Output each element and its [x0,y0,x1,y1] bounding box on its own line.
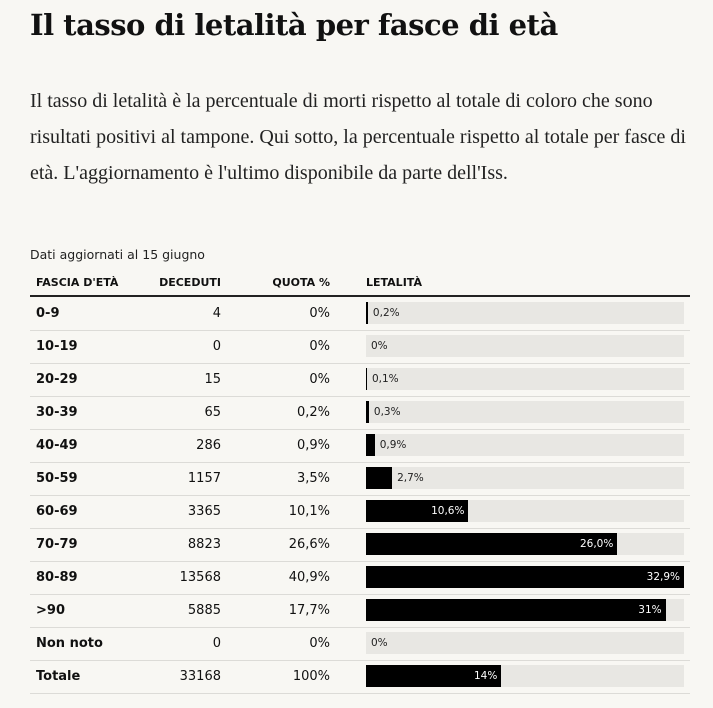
bar-label: 0,1% [371,373,399,385]
table-cell: 10-19 [36,339,78,354]
bar [366,500,469,522]
bar-track: 14% [366,665,684,687]
table-cell: 0% [309,372,330,387]
table-cell: 3365 [187,504,221,519]
row-separator [30,396,690,397]
table-cell: 5885 [187,603,221,618]
table-cell: 0% [309,339,330,354]
bar [366,401,369,423]
table-cell: 0% [309,306,330,321]
bar-label: 0,9% [379,439,407,451]
bar [366,368,367,390]
bar [366,665,502,687]
row-separator [30,561,690,562]
row-separator [30,363,690,364]
table-cell: 65 [204,405,221,420]
table-cell: 30-39 [36,405,78,420]
bar-track: 10,6% [366,500,684,522]
bar-track: 26,0% [366,533,684,555]
table-cell: 40-49 [36,438,78,453]
bar-label: 14% [473,670,498,682]
column-header: FASCIA D'ETÀ [36,276,119,289]
bar-label: 0,2% [372,307,400,319]
table-cell: >90 [36,603,65,618]
table-cell: 0-9 [36,306,60,321]
table-cell: 40,9% [288,570,330,585]
table-cell: 100% [292,669,330,684]
table-cell: 50-59 [36,471,78,486]
row-separator [30,330,690,331]
row-separator [30,660,690,661]
bar [366,467,393,489]
table-cell: 286 [196,438,221,453]
table-cell: 0,2% [296,405,330,420]
table-cell: 60-69 [36,504,78,519]
bar-label: 2,7% [397,472,424,484]
table-cell: 8823 [187,537,221,552]
bar-track: 0% [366,335,684,357]
bar-track: 2,7% [366,467,684,489]
table-cell: 20-29 [36,372,78,387]
bar-track: 0,2% [366,302,684,324]
table-cell: 0,9% [296,438,330,453]
row-separator [30,627,690,628]
bar-label: 0,3% [373,406,401,418]
bar [366,566,684,588]
bar-label: 32,9% [646,571,680,583]
table-cell: Totale [36,669,81,684]
bar-track: 0% [366,632,684,654]
title: Il tasso di letalità per fasce di età [30,8,558,42]
bar [366,302,368,324]
bar [366,533,618,555]
column-header: LETALITÀ [366,276,422,289]
bar-track: 0,3% [366,401,684,423]
table-cell: 0% [309,636,330,651]
table-cell: 33168 [179,669,221,684]
table-cell: 15 [204,372,221,387]
bar-label: 0% [371,637,388,649]
row-separator [30,462,690,463]
bar-label: 31% [638,604,662,616]
table-cell: 26,6% [288,537,330,552]
table-cell: 0 [212,636,221,651]
table-cell: 1157 [187,471,221,486]
table-cell: 80-89 [36,570,78,585]
column-header: QUOTA % [272,276,330,289]
table-cell: 4 [212,306,221,321]
row-separator [30,495,690,496]
table-cell: 10,1% [288,504,330,519]
table-cell: 3,5% [296,471,330,486]
row-separator [30,693,690,694]
note: Dati aggiornati al 15 giugno [30,247,205,262]
table-cell: 13568 [179,570,221,585]
bar [366,599,666,621]
bar-track: 31% [366,599,684,621]
bar-track: 0,1% [366,368,684,390]
row-separator [30,594,690,595]
table-cell: Non noto [36,636,103,651]
row-separator [30,429,690,430]
table-cell: 17,7% [288,603,330,618]
bar-label: 10,6% [431,505,465,517]
bar [366,434,375,456]
header-rule [30,295,690,297]
bar-label: 0% [371,340,388,352]
table-cell: 70-79 [36,537,78,552]
column-header: DECEDUTI [159,276,221,289]
bar-label: 26,0% [579,538,614,550]
intro: Il tasso di letalità è la percentuale di… [30,90,686,184]
bar-track: 0,9% [366,434,684,456]
bar-track: 32,9% [366,566,684,588]
row-separator [30,528,690,529]
table-cell: 0 [212,339,221,354]
